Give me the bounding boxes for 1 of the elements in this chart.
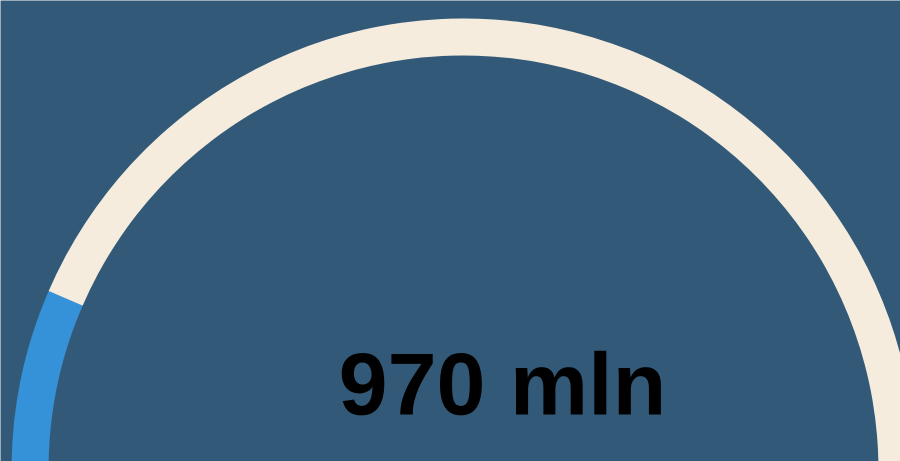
text: 970 mln [338, 334, 666, 434]
